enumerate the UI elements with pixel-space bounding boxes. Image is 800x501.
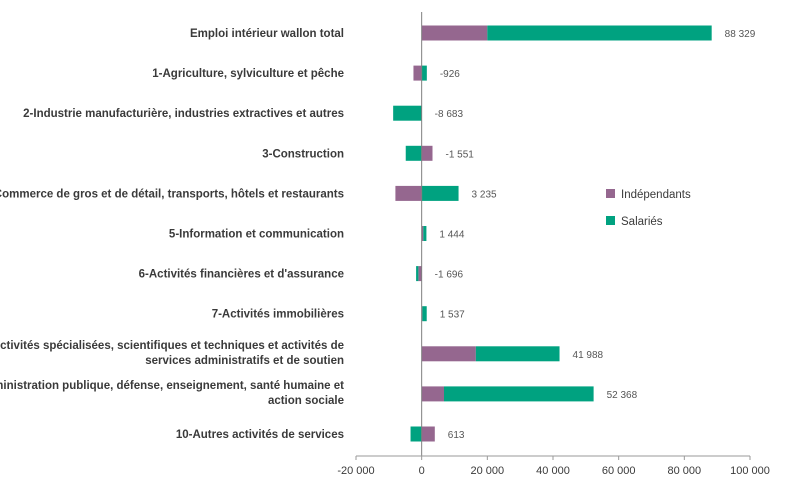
category-label-4: 4-Commerce de gros et de détail, transpo… bbox=[0, 188, 344, 200]
x-tick-label-6: 100 000 bbox=[730, 465, 770, 477]
x-tick-label-4: 60 000 bbox=[602, 465, 636, 477]
category-label-10: 10-Autres activités de services bbox=[176, 429, 344, 441]
category-label-8: 8-Activités spécialisées, scientifiques … bbox=[0, 340, 344, 367]
category-label-9: 9-Administration publique, défense, ense… bbox=[0, 380, 344, 407]
category-labels: Emploi intérieur wallon total 1-Agricultu… bbox=[0, 28, 344, 441]
bar-salaries-0 bbox=[487, 25, 712, 41]
bar-independants-6 bbox=[418, 266, 422, 282]
category-label-6: 6-Activités financières et d'assurance bbox=[139, 269, 344, 281]
bar-independants-8 bbox=[421, 346, 476, 362]
value-label-4: 3 235 bbox=[472, 189, 497, 200]
value-label-7: 1 537 bbox=[440, 310, 465, 321]
category-label-7: 7-Activités immobilières bbox=[212, 309, 344, 321]
bar-salaries-5 bbox=[423, 226, 427, 241]
category-label-5: 5-Information et communication bbox=[169, 229, 344, 241]
x-tick-label-0: -20 000 bbox=[337, 465, 374, 477]
bar-independants-1 bbox=[413, 65, 422, 81]
value-label-6: -1 696 bbox=[435, 270, 464, 281]
bar-salaries-1 bbox=[421, 65, 427, 81]
bar-salaries-4 bbox=[421, 185, 459, 201]
bar-salaries-9 bbox=[443, 386, 594, 402]
legend-swatch-independants bbox=[606, 189, 615, 198]
bar-salaries-3 bbox=[405, 145, 422, 161]
bar-salaries-7 bbox=[422, 306, 427, 322]
value-label-5: 1 444 bbox=[439, 230, 464, 241]
legend-label-independants: Indépendants bbox=[621, 189, 691, 201]
bar-independants-5 bbox=[421, 226, 424, 241]
bar-salaries-2 bbox=[393, 105, 422, 121]
value-label-10: 613 bbox=[448, 430, 465, 441]
x-tick-label-2: 20 000 bbox=[471, 465, 505, 477]
value-label-1: -926 bbox=[440, 69, 460, 80]
category-label-0: Emploi intérieur wallon total bbox=[190, 28, 344, 40]
bar-independants-3 bbox=[421, 145, 433, 161]
bar-salaries-10 bbox=[410, 426, 422, 442]
legend-swatch-salaries bbox=[606, 216, 615, 225]
x-tick-label-5: 80 000 bbox=[668, 465, 702, 477]
x-axis: -20 000 0 20 000 40 000 60 000 80 000 100 000 bbox=[337, 12, 770, 477]
category-label-1: 1-Agriculture, sylviculture et pêche bbox=[152, 68, 344, 80]
bar-independants-9 bbox=[421, 386, 444, 402]
value-label-8: 41 988 bbox=[573, 350, 604, 361]
bar-salaries-8 bbox=[475, 346, 560, 362]
value-labels: 88 329 -926 -8 683 -1 551 3 235 1 444 -1 696 1 … bbox=[435, 29, 756, 441]
value-label-0: 88 329 bbox=[725, 29, 756, 40]
legend-label-salaries: Salariés bbox=[621, 216, 663, 228]
value-label-9: 52 368 bbox=[607, 390, 638, 401]
x-tick-label-3: 40 000 bbox=[536, 465, 570, 477]
x-tick-label-1: 0 bbox=[419, 465, 425, 477]
category-label-2: 2-Industrie manufacturière, industries e… bbox=[23, 108, 344, 120]
value-label-3: -1 551 bbox=[446, 149, 475, 160]
bar-independants-10 bbox=[421, 426, 435, 442]
category-label-3: 3-Construction bbox=[262, 148, 344, 160]
bar-salaries-6 bbox=[416, 266, 419, 282]
bar-independants-4 bbox=[395, 185, 422, 201]
legend: Indépendants Salariés bbox=[606, 189, 691, 228]
bar-independants-0 bbox=[421, 25, 488, 41]
value-label-2: -8 683 bbox=[435, 109, 464, 120]
